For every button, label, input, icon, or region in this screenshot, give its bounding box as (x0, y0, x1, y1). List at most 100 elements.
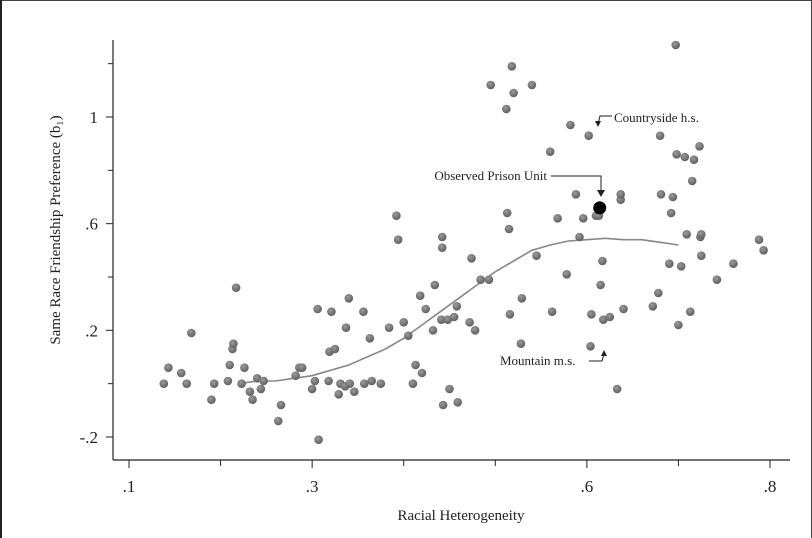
data-point (587, 310, 596, 319)
data-point (470, 326, 480, 335)
data-point (445, 384, 454, 394)
tick-label-group: .1 .3 .6 .8 -.2 .2 .6 1 (80, 108, 777, 496)
data-point (159, 379, 169, 389)
data-point (674, 320, 683, 330)
data-point (599, 315, 608, 325)
data-point (428, 326, 438, 335)
data-point (655, 131, 665, 140)
data-point (182, 379, 191, 389)
data-point (392, 211, 401, 220)
data-point (307, 384, 317, 394)
data-point (276, 400, 286, 410)
data-point (360, 379, 369, 389)
data-point (437, 315, 446, 325)
data-point (345, 379, 355, 389)
data-point (223, 376, 233, 386)
data-point (654, 288, 663, 298)
axes (112, 40, 790, 461)
data-point (359, 307, 368, 317)
data-point (484, 275, 494, 285)
data-point (619, 304, 628, 314)
data-point (465, 318, 474, 327)
observed-prison-unit-annotation: Observed Prison Unit (434, 168, 605, 197)
data-point (327, 307, 336, 317)
data-point (666, 208, 676, 218)
data-points (159, 40, 768, 445)
data-point (344, 294, 354, 303)
data-point (712, 275, 722, 285)
data-point (695, 142, 704, 151)
data-point (334, 390, 344, 399)
data-point (376, 379, 386, 389)
mountain-annotation: Mountain m.s. (500, 350, 607, 368)
data-point (408, 379, 418, 389)
data-point (648, 302, 658, 311)
data-point (164, 363, 173, 373)
tick-group (106, 63, 771, 468)
data-point (259, 376, 268, 386)
x-axis-title: Racial Heterogeneity (397, 508, 525, 524)
data-point (430, 280, 440, 290)
mountain-arrowhead (601, 350, 607, 356)
data-point (697, 251, 706, 260)
data-point (562, 270, 571, 279)
observed-prison-unit-arrow (551, 175, 602, 194)
data-point (682, 230, 691, 239)
data-point (225, 360, 234, 370)
data-point (231, 283, 241, 293)
data-point (584, 131, 593, 140)
data-point (350, 387, 359, 397)
data-point (399, 318, 409, 327)
x-tick-label: .1 (123, 477, 136, 496)
data-point (476, 275, 485, 285)
smoothed-fit-curve (238, 237, 679, 385)
data-point (680, 152, 690, 162)
data-point (575, 232, 584, 242)
data-point (516, 339, 526, 349)
observed-prison-unit-label: Observed Prison Unit (434, 168, 547, 183)
countryside-arrowhead (595, 121, 601, 127)
x-tick-label: .6 (580, 477, 593, 496)
data-point (616, 190, 625, 199)
data-point (729, 259, 738, 269)
data-point (502, 104, 511, 114)
data-point (449, 312, 459, 322)
data-point (676, 262, 686, 271)
data-point (248, 395, 257, 405)
y-tick-label: 1 (90, 108, 99, 127)
data-point (697, 230, 706, 239)
data-point (596, 280, 605, 290)
data-point (341, 323, 351, 333)
data-point (411, 360, 420, 370)
y-tick-label: .2 (85, 321, 98, 340)
data-point (527, 80, 537, 90)
data-point (517, 294, 527, 303)
data-point (207, 395, 216, 405)
data-point (671, 40, 680, 50)
data-point (502, 208, 512, 218)
y-tick-label: .6 (85, 215, 98, 234)
data-point (656, 190, 666, 199)
data-point (505, 310, 515, 319)
data-point (404, 331, 413, 341)
countryside-annotation: Countryside h.s. (595, 110, 699, 127)
data-point (384, 323, 394, 333)
data-point (314, 435, 323, 445)
data-point (504, 224, 514, 234)
countryside-label: Countryside h.s. (614, 110, 699, 125)
mountain-arrow (589, 353, 605, 362)
data-point (532, 251, 541, 260)
data-point (754, 235, 764, 244)
data-point (297, 363, 307, 373)
data-point (687, 176, 697, 186)
data-point (365, 334, 375, 343)
data-point (545, 147, 555, 156)
data-point (367, 376, 377, 386)
data-point (553, 214, 562, 223)
data-point (668, 192, 678, 202)
y-tick-label: -.2 (80, 428, 98, 447)
data-point (310, 376, 320, 386)
data-point (437, 232, 447, 242)
data-point (672, 150, 681, 159)
